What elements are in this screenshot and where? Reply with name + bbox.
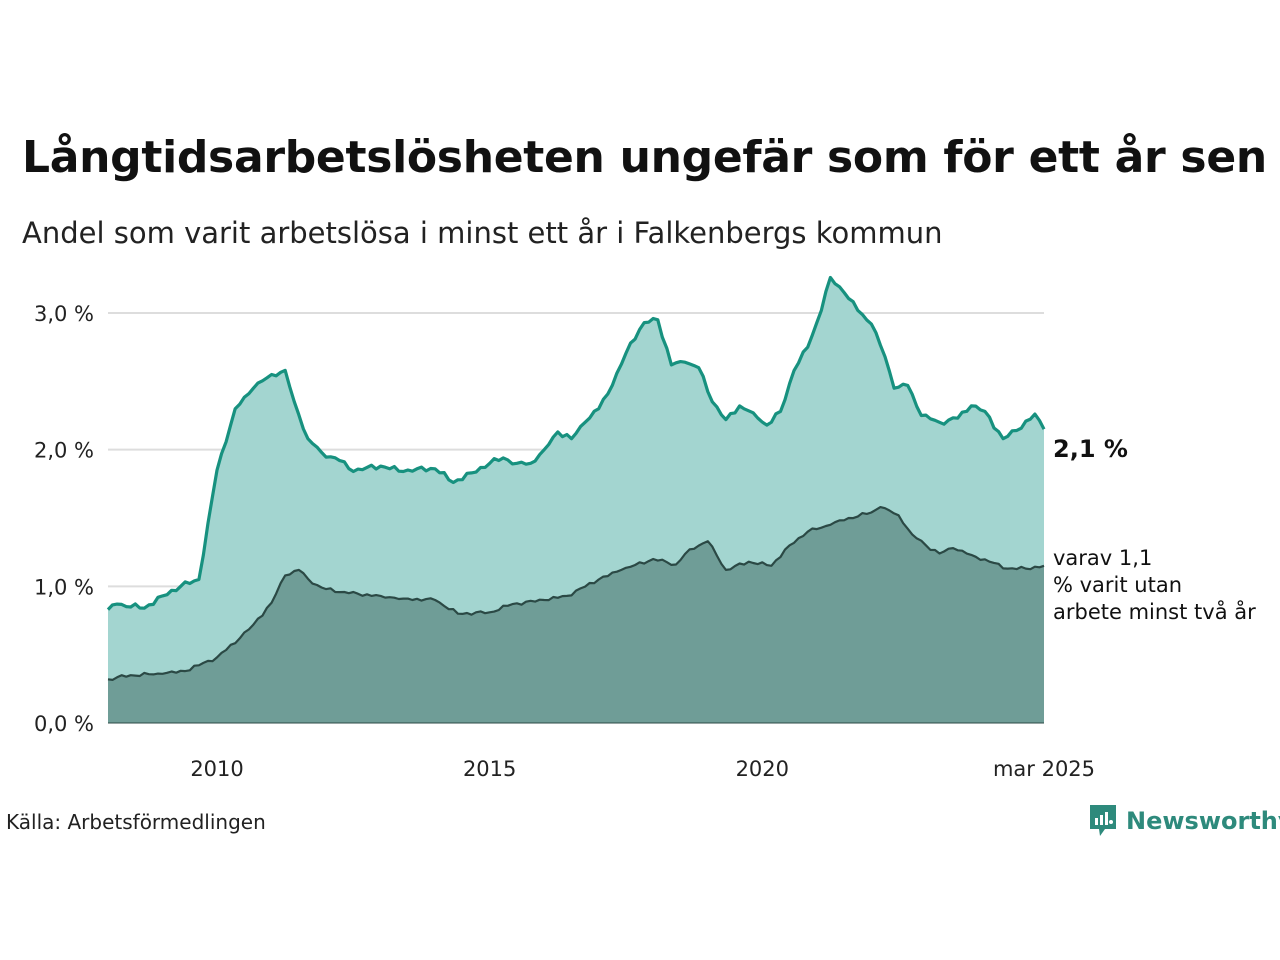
series-1-end-label: 2,1 % bbox=[1053, 435, 1128, 463]
newsworthy-logo-icon bbox=[1090, 805, 1116, 836]
chart-title: Långtidsarbetslösheten ungefär som för e… bbox=[22, 132, 1267, 183]
source-note: Källa: Arbetsförmedlingen bbox=[6, 810, 266, 834]
line-series-2 bbox=[107, 506, 1045, 681]
chart-areas bbox=[106, 275, 1046, 724]
x-tick-label: 2015 bbox=[463, 757, 516, 781]
y-tick-label: 0,0 % bbox=[34, 712, 94, 736]
line-series-1 bbox=[106, 275, 1046, 611]
x-tick-label: mar 2025 bbox=[993, 757, 1095, 781]
y-tick-label: 1,0 % bbox=[34, 575, 94, 599]
y-axis-ticks: 0,0 % 1,0 % 2,0 % 3,0 % bbox=[34, 302, 94, 736]
y-tick-label: 3,0 % bbox=[34, 302, 94, 326]
area-series-2 bbox=[108, 507, 1044, 723]
series-end-labels: 2,1 % varav 1,1% varit utan arbete minst t… bbox=[1053, 435, 1256, 624]
x-tick-label: 2020 bbox=[736, 757, 789, 781]
x-tick-label: 2010 bbox=[190, 757, 243, 781]
series-2-end-label: varav 1,1% varit utan arbete minst två år bbox=[1053, 546, 1256, 624]
brand-logo: Newsworthy bbox=[1088, 804, 1280, 838]
x-axis-ticks: 2010 2015 2020 mar 2025 bbox=[190, 757, 1095, 781]
brand-name: Newsworthy bbox=[1126, 807, 1280, 835]
y-tick-label: 2,0 % bbox=[34, 439, 94, 463]
chart-subtitle: Andel som varit arbetslösa i minst ett å… bbox=[22, 216, 943, 250]
